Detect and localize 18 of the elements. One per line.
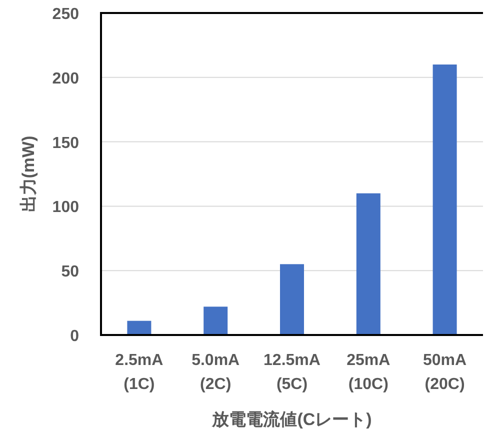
x-tick-label: 25mA (10C) <box>346 352 391 393</box>
bar <box>432 64 457 335</box>
y-tick-label: 0 <box>70 328 80 345</box>
bar <box>127 320 152 335</box>
y-axis-title: 出力(mW) <box>19 136 38 212</box>
x-tick-label: 2.5mA (1C) <box>115 352 164 393</box>
x-axis-title: 放電電流値(Cレート) <box>211 410 372 429</box>
y-tick-label: 50 <box>61 264 80 281</box>
y-tick-label: 100 <box>52 199 80 216</box>
x-tick-label: 12.5mA (5C) <box>264 352 321 393</box>
bar <box>204 306 228 335</box>
y-tick-label: 200 <box>52 70 80 88</box>
bar <box>356 193 380 335</box>
x-tick-label: 5.0mA (2C) <box>192 352 240 393</box>
y-tick-label: 250 <box>52 6 80 23</box>
x-tick-label: 50mA (20C) <box>423 352 468 393</box>
y-tick-label: 150 <box>52 134 80 152</box>
bar <box>280 264 304 335</box>
